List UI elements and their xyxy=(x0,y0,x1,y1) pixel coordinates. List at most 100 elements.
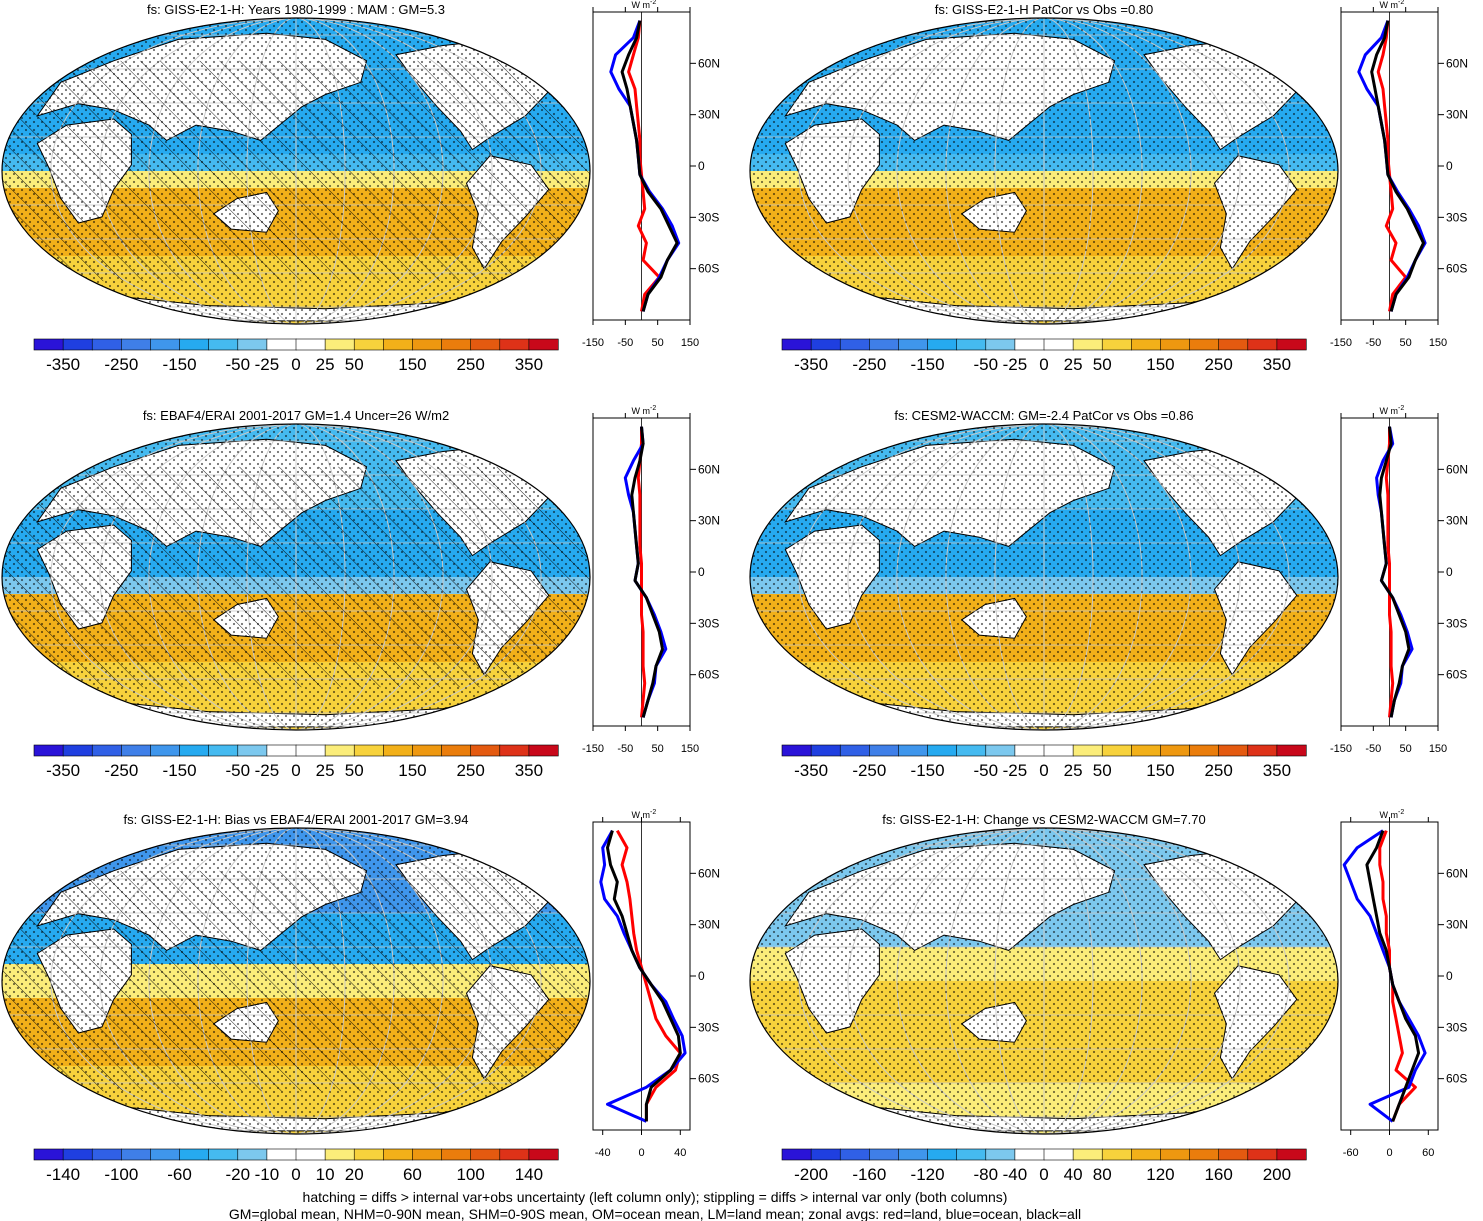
colorbar-cell xyxy=(528,338,559,351)
colorbar-cell xyxy=(295,744,326,757)
lat-tick-label: 30S xyxy=(1446,1020,1467,1034)
colorbar-cell xyxy=(1189,1148,1220,1161)
colorbar-label: 0 xyxy=(291,355,300,374)
colorbar-label: 250 xyxy=(1204,355,1232,374)
lat-tick-label: 60S xyxy=(698,668,719,682)
colorbar-cell xyxy=(353,744,384,757)
colorbar-cell xyxy=(499,744,530,757)
colorbar-cell xyxy=(1043,744,1074,757)
stippling-overlay xyxy=(2,424,590,730)
zonal-curve-all xyxy=(606,830,682,1122)
lat-tick-label: 0 xyxy=(698,565,705,579)
colorbar-cell xyxy=(383,744,414,757)
colorbar-label: 20 xyxy=(345,1165,364,1184)
colorbar-label: 250 xyxy=(456,761,484,780)
colorbar-label: 0 xyxy=(1039,761,1048,780)
colorbar-cell xyxy=(1131,744,1162,757)
map-border xyxy=(749,17,1339,325)
colorbar-cell xyxy=(839,744,870,757)
colorbar-label: -10 xyxy=(255,1165,280,1184)
unit-label: W m-2 xyxy=(632,405,657,416)
zonal-curve-all xyxy=(630,426,664,718)
colorbar-label: 200 xyxy=(1263,1165,1291,1184)
lat-tick-label: 60N xyxy=(1446,866,1468,880)
colorbar-label: 50 xyxy=(345,355,364,374)
colorbar-cell xyxy=(1072,744,1103,757)
colorbar-cell xyxy=(781,744,812,757)
colorbar-label: -200 xyxy=(794,1165,828,1184)
panel-row1-left: fs: GISS-E2-1-H: Years 1980-1999 : MAM :… xyxy=(1,0,720,374)
colorbar-label: -120 xyxy=(911,1165,945,1184)
colorbar-cell xyxy=(383,338,414,351)
colorbar-cell xyxy=(62,338,93,351)
colorbar-label: -150 xyxy=(911,761,945,780)
colorbar-cell xyxy=(956,744,987,757)
panel-title: fs: GISS-E2-1-H: Change vs CESM2-WACCM G… xyxy=(882,812,1206,827)
stippling-overlay xyxy=(750,18,1338,324)
colorbar-cell xyxy=(412,338,443,351)
colorbar-label: -40 xyxy=(1003,1165,1028,1184)
colorbar-label: 150 xyxy=(398,761,426,780)
panel-title: fs: CESM2-WACCM: GM=-2.4 PatCor vs Obs =… xyxy=(894,408,1193,423)
colorbar-cell xyxy=(470,744,501,757)
unit-exponent: -2 xyxy=(1398,0,1404,6)
colorbar-cell xyxy=(898,744,929,757)
colorbar-cell xyxy=(1072,338,1103,351)
lat-tick-label: 60S xyxy=(698,262,719,276)
colorbar-label: -250 xyxy=(104,355,138,374)
lat-tick-label: 60N xyxy=(1446,462,1468,476)
lat-tick-label: 60S xyxy=(1446,1072,1467,1086)
unit-exponent: -2 xyxy=(650,405,656,412)
lat-tick-label: 30N xyxy=(1446,918,1468,932)
colorbar-label: -350 xyxy=(794,355,828,374)
colorbar-label: 350 xyxy=(1263,761,1291,780)
colorbar-cell xyxy=(985,744,1016,757)
colorbar: -350 -250 -150 -50 -25 0 25 50 150 250 350 xyxy=(33,338,559,374)
colorbar-cell xyxy=(121,338,152,351)
colorbar-cell xyxy=(208,744,239,757)
colorbar-cell xyxy=(441,1148,472,1161)
lat-tick-label: 30S xyxy=(1446,210,1467,224)
colorbar-label: -50 xyxy=(973,355,998,374)
colorbar-label: 140 xyxy=(515,1165,543,1184)
x-tick-label: 0 xyxy=(1386,1147,1392,1159)
colorbar-cell xyxy=(1043,338,1074,351)
colorbar: -350 -250 -150 -50 -25 0 25 50 150 250 350 xyxy=(781,744,1307,780)
colorbar-cell xyxy=(839,1148,870,1161)
zonal-curve-land xyxy=(1384,426,1395,718)
colorbar-cell xyxy=(470,338,501,351)
map-border xyxy=(1,17,591,325)
colorbar-label: -80 xyxy=(973,1165,998,1184)
zonal-curve-ocean xyxy=(1342,829,1427,1123)
x-tick-label: -150 xyxy=(582,337,604,349)
x-tick-label: 50 xyxy=(652,337,664,349)
panel-title: fs: EBAF4/ERAI 2001-2017 GM=1.4 Uncer=26… xyxy=(143,408,449,423)
lat-tick-label: 0 xyxy=(1446,565,1453,579)
lat-tick-label: 0 xyxy=(1446,969,1453,983)
colorbar-cell xyxy=(1043,1148,1074,1161)
colorbar-label: -50 xyxy=(225,355,250,374)
lat-tick-label: 30N xyxy=(698,918,720,932)
colorbar-label: 50 xyxy=(1093,355,1112,374)
colorbar-cell xyxy=(839,338,870,351)
panel-row2-left: fs: EBAF4/ERAI 2001-2017 GM=1.4 Uncer=26… xyxy=(1,405,720,780)
colorbar-cell xyxy=(781,338,812,351)
colorbar-cell xyxy=(295,338,326,351)
unit-label: W m-2 xyxy=(1380,809,1405,820)
panel-row2-right: fs: CESM2-WACCM: GM=-2.4 PatCor vs Obs =… xyxy=(749,405,1468,780)
colorbar-cell xyxy=(121,744,152,757)
colorbar-label: 0 xyxy=(291,1165,300,1184)
zonal-mean-plot: -150 -50 50 150 60N 30N 0 30S 60S W m-2 xyxy=(582,405,720,755)
colorbar-cell xyxy=(1131,338,1162,351)
colorbar-label: -150 xyxy=(163,355,197,374)
colorbar-cell xyxy=(179,338,210,351)
colorbar-cell xyxy=(1160,744,1191,757)
colorbar-cell xyxy=(1189,744,1220,757)
colorbar-cell xyxy=(956,338,987,351)
colorbar-cell xyxy=(1072,1148,1103,1161)
unit-exponent: -2 xyxy=(650,809,656,816)
zonal-curve-all xyxy=(1370,20,1425,312)
colorbar-cell xyxy=(33,1148,64,1161)
colorbar-label: 250 xyxy=(456,355,484,374)
